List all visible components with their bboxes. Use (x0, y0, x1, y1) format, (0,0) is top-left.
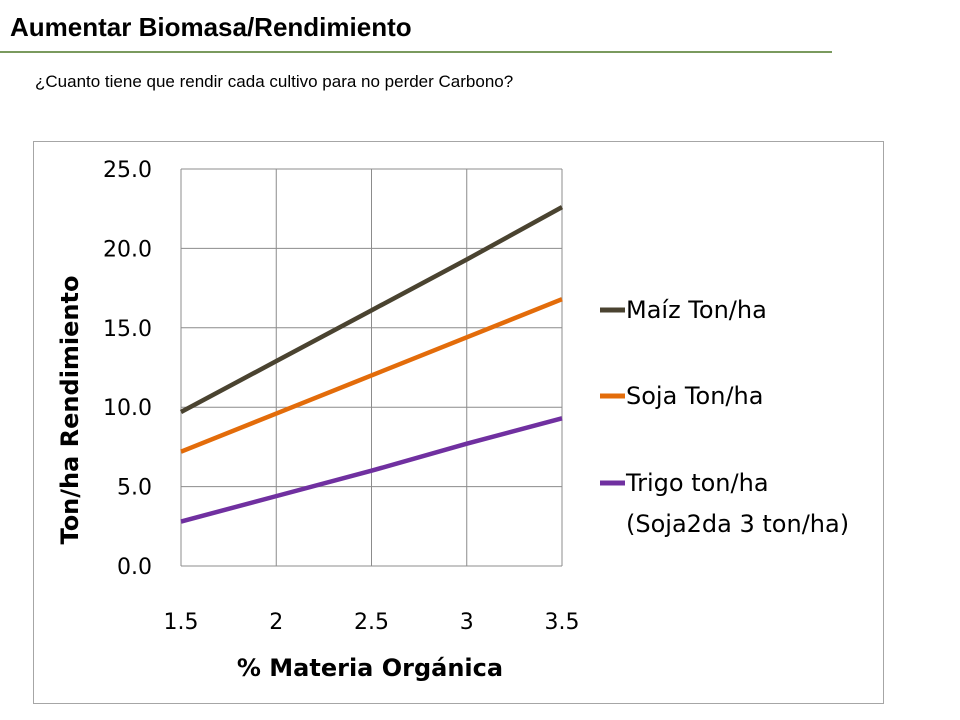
title-divider (0, 51, 832, 53)
y-tick-label: 20.0 (103, 237, 152, 262)
series-layer (179, 205, 564, 524)
series-line-1 (180, 297, 563, 454)
x-tick-label: 2.5 (354, 610, 389, 635)
legend-label: Maíz Ton/ha (626, 296, 767, 324)
legend: Maíz Ton/ha Soja Ton/ha Trigo ton/ha (Soja2… (600, 296, 849, 538)
line-chart: 0.0 5.0 10.0 15.0 20.0 25.0 1.5 2 2.5 3 3.5 Ton/h… (56, 158, 849, 682)
x-tick-label: 2 (269, 610, 283, 635)
y-tick-label: 5.0 (117, 476, 152, 501)
x-tick-label: 3 (460, 610, 474, 635)
grid-layer (180, 168, 563, 567)
legend-item-0: Maíz Ton/ha (600, 296, 767, 324)
legend-label: Trigo ton/ha (625, 469, 769, 497)
legend-item-1: Soja Ton/ha (600, 382, 763, 410)
legend-label: Soja Ton/ha (626, 382, 763, 410)
y-tick-labels: 0.0 5.0 10.0 15.0 20.0 25.0 (103, 158, 152, 580)
series-line-0 (179, 205, 564, 414)
slide-subtitle: ¿Cuanto tiene que rendir cada cultivo pa… (35, 72, 514, 91)
y-tick-label: 10.0 (103, 396, 152, 421)
y-tick-label: 0.0 (117, 555, 152, 580)
legend-item-2: Trigo ton/ha (Soja2da 3 ton/ha) (600, 469, 849, 538)
x-axis-title: % Materia Orgánica (237, 654, 503, 682)
y-tick-label: 25.0 (103, 158, 152, 183)
y-axis-title: Ton/ha Rendimiento (56, 276, 84, 545)
y-tick-label: 15.0 (103, 317, 152, 342)
chart-frame (33, 141, 884, 704)
series-line-2 (180, 416, 563, 524)
x-tick-label: 1.5 (164, 610, 199, 635)
legend-label: (Soja2da 3 ton/ha) (626, 510, 849, 538)
slide-title: Aumentar Biomasa/Rendimiento (10, 12, 412, 42)
x-tick-labels: 1.5 2 2.5 3 3.5 (164, 610, 580, 635)
x-tick-label: 3.5 (545, 610, 580, 635)
